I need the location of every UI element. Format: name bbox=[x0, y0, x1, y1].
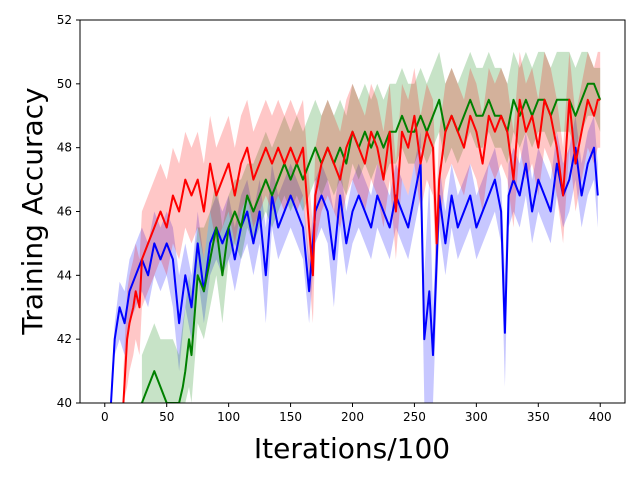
y-tick-label: 46 bbox=[57, 205, 72, 219]
y-axis-title: Training Accuracy bbox=[16, 87, 49, 335]
y-tick-label: 44 bbox=[57, 268, 72, 282]
x-tick-label: 0 bbox=[101, 410, 109, 424]
x-tick-label: 150 bbox=[279, 410, 302, 424]
x-tick-label: 100 bbox=[217, 410, 240, 424]
x-axis-title: Iterations/100 bbox=[254, 432, 450, 465]
x-tick-label: 250 bbox=[403, 410, 426, 424]
x-tick-label: 350 bbox=[527, 410, 550, 424]
x-axis-ticks: 0 50 100 150 200 250 300 350 400 bbox=[101, 403, 612, 424]
series-lines bbox=[110, 82, 602, 403]
y-tick-label: 50 bbox=[57, 77, 72, 91]
x-tick-label: 400 bbox=[589, 410, 612, 424]
x-tick-label: 300 bbox=[465, 410, 488, 424]
x-tick-label: 200 bbox=[341, 410, 364, 424]
x-tick-label: 50 bbox=[159, 410, 174, 424]
y-tick-label: 40 bbox=[57, 396, 72, 410]
series-line-red bbox=[122, 98, 601, 403]
series-band-red bbox=[123, 51, 601, 403]
y-axis-ticks: 40 42 44 46 48 50 52 bbox=[57, 13, 80, 410]
y-tick-label: 52 bbox=[57, 13, 72, 27]
y-tick-label: 48 bbox=[57, 141, 72, 155]
y-tick-label: 42 bbox=[57, 332, 72, 346]
series-line-blue bbox=[110, 146, 599, 403]
